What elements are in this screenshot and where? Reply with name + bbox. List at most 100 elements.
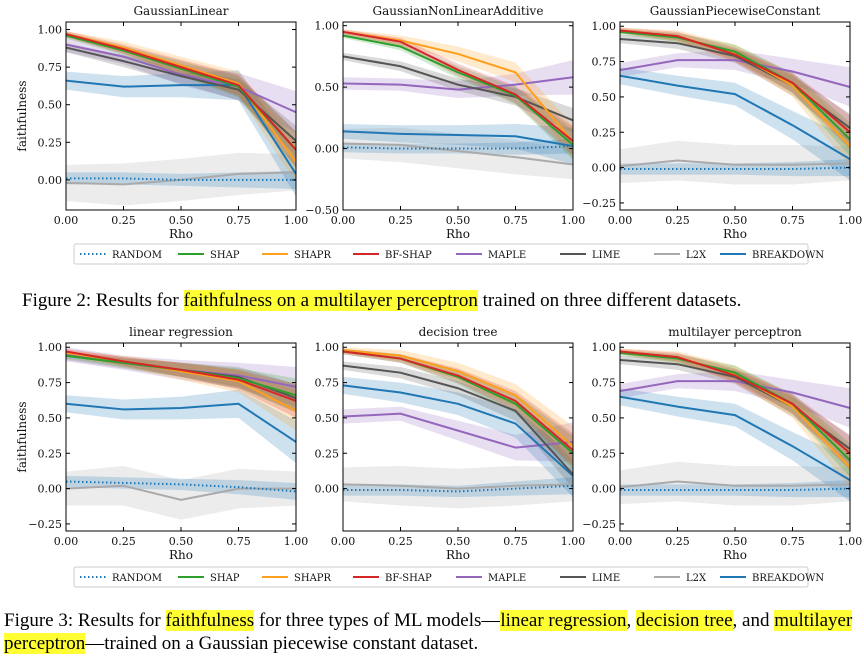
caption-highlight: faithfulness on a multilayer perceptron [183, 290, 478, 311]
series-line [619, 380, 851, 409]
y-tick-label: 0.50 [592, 91, 617, 104]
x-tick-label: 1.00 [838, 535, 863, 548]
x-tick-label: 0.25 [388, 214, 413, 227]
caption-text: trained on three different datasets. [477, 290, 742, 311]
legend-label: LIME [592, 573, 620, 584]
confidence-band [343, 138, 573, 155]
y-tick-label: 0.75 [592, 377, 617, 390]
confidence-band [343, 348, 573, 471]
series-line [619, 351, 851, 462]
chart-panel: multilayer perceptron 0.00 0.25 0.50 0.75 1.0… [582, 325, 862, 562]
series-line [342, 34, 574, 146]
y-tick-label: 0.00 [38, 174, 63, 187]
legend-label: MAPLE [488, 250, 526, 261]
series-line [65, 402, 297, 443]
legend-label: L2X [686, 250, 707, 261]
series-line [342, 483, 574, 490]
chart-panel: GaussianLinear 0.00 0.25 0.50 0.75 1.00 0.00 0.… [15, 4, 308, 241]
y-axis-label: faithfulness [15, 401, 29, 472]
y-tick-label: 0.75 [38, 377, 63, 390]
series-line [342, 350, 574, 452]
x-tick-label: 0.00 [608, 535, 633, 548]
legend-label: SHAPR [294, 250, 332, 261]
x-tick-label: 0.50 [169, 214, 194, 227]
caption-highlight: faithfulness [165, 610, 255, 631]
series-line [342, 364, 574, 476]
chart-title: GaussianLinear [133, 4, 228, 18]
x-axis-label: Rho [446, 548, 470, 562]
series-line [342, 142, 574, 166]
legend-label: BF-SHAP [385, 250, 432, 261]
confidence-band [343, 60, 573, 99]
y-tick-label: 0.00 [315, 143, 340, 156]
chart-title: linear regression [129, 325, 233, 339]
x-tick-label: 1.00 [284, 214, 309, 227]
y-tick-label: 0.50 [38, 412, 63, 425]
legend-label: SHAP [210, 573, 240, 584]
series-line [65, 171, 297, 186]
caption-text: for three types of ML models— [254, 610, 501, 631]
y-tick-label: 0.50 [38, 99, 63, 112]
legend-box [73, 566, 809, 588]
x-axis-label: Rho [169, 548, 193, 562]
confidence-band [343, 477, 573, 498]
series-line [65, 484, 296, 501]
legend: RANDOM SHAP SHAPR BF-SHAP MAPLE LIME L2X BREAKD… [73, 566, 824, 588]
legend-label: L2X [686, 573, 707, 584]
series-line [619, 74, 851, 160]
confidence-band [66, 465, 296, 520]
confidence-band [66, 351, 296, 413]
legend-label: RANDOM [112, 573, 162, 584]
series-line [619, 395, 851, 481]
x-axis-label: Rho [169, 227, 193, 241]
y-tick-label: −0.25 [28, 518, 62, 531]
series-line [619, 59, 851, 88]
chart-title: GaussianNonLinearAdditive [373, 4, 544, 18]
legend-label: LIME [592, 250, 620, 261]
series-line [342, 76, 574, 91]
legend-box [73, 243, 809, 265]
legend-label: SHAP [210, 250, 240, 261]
x-tick-label: 0.75 [226, 535, 251, 548]
y-tick-label: 0.00 [315, 483, 340, 496]
confidence-band [620, 388, 850, 502]
x-tick-label: 0.25 [665, 535, 690, 548]
confidence-band [620, 461, 850, 506]
x-tick-label: 1.00 [284, 535, 309, 548]
x-tick-label: 0.25 [665, 214, 690, 227]
chart-panel: GaussianNonLinearAdditive 0.00 0.25 0.50 0.7… [305, 4, 585, 241]
series-line [619, 159, 851, 168]
confidence-band [343, 127, 573, 180]
legend: RANDOM SHAP SHAPR BF-SHAP MAPLE LIME L2X BREAKD… [73, 243, 824, 265]
confidence-band [620, 140, 850, 185]
chart-panel: decision tree 0.00 0.25 0.50 0.75 1.00 0.00 0.2… [315, 325, 586, 562]
y-tick-label: 1.00 [592, 341, 617, 354]
confidence-band [343, 33, 573, 160]
y-tick-label: 0.00 [592, 483, 617, 496]
x-tick-label: 0.00 [608, 214, 633, 227]
caption-highlight: decision tree [636, 610, 733, 631]
legend-label: BREAKDOWN [752, 250, 824, 261]
x-tick-label: 0.75 [780, 214, 805, 227]
y-tick-label: 0.00 [38, 483, 63, 496]
series-line [65, 350, 297, 402]
x-tick-label: 0.50 [723, 535, 748, 548]
x-axis-label: Rho [723, 548, 747, 562]
caption-text: , [626, 610, 636, 631]
y-tick-label: 0.75 [592, 56, 617, 69]
x-tick-label: 0.00 [331, 214, 356, 227]
y-tick-label: 1.00 [38, 341, 63, 354]
x-axis-label: Rho [723, 227, 747, 241]
x-tick-label: 1.00 [561, 535, 586, 548]
x-tick-label: 0.50 [446, 535, 471, 548]
x-tick-label: 0.75 [226, 214, 251, 227]
y-tick-label: −0.25 [582, 518, 616, 531]
x-axis-label: Rho [446, 227, 470, 241]
legend-label: MAPLE [488, 573, 526, 584]
y-tick-label: 0.75 [315, 377, 340, 390]
confidence-band [343, 29, 573, 160]
x-tick-label: 1.00 [838, 214, 863, 227]
y-tick-label: 0.25 [592, 447, 617, 460]
series-line [342, 349, 574, 447]
confidence-band [66, 31, 296, 183]
